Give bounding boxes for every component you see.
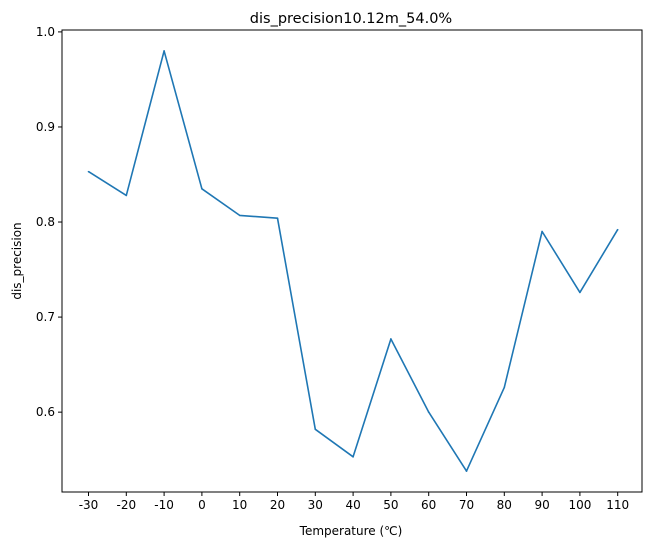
series-layer [87, 50, 619, 472]
x-tick-label: 80 [497, 498, 512, 512]
data-point [314, 428, 317, 431]
x-tick-label: 20 [270, 498, 285, 512]
data-point [465, 470, 468, 472]
data-point [541, 230, 543, 233]
x-tick-label: -30 [79, 498, 99, 512]
y-tick-label: 0.9 [36, 120, 55, 134]
x-tick-label: 10 [232, 498, 247, 512]
y-tick-label: 0.8 [36, 215, 55, 229]
x-tick-label: 110 [606, 498, 629, 512]
x-tick-label: 90 [534, 498, 549, 512]
data-point [616, 228, 619, 231]
x-tick-label: 100 [568, 498, 591, 512]
chart-title: dis_precision10.12m_54.0% [250, 11, 452, 27]
x-tick-label: 70 [459, 498, 474, 512]
plot-frame [61, 29, 643, 493]
series-line [88, 50, 619, 472]
x-tick-label: 50 [383, 498, 398, 512]
data-point [238, 214, 241, 217]
x-axis-ticks: -30 -20 -10 0 10 20 30 40 50 60 70 80 90 100 110 [79, 492, 629, 512]
data-point [427, 411, 430, 413]
data-point [390, 338, 392, 340]
data-point [503, 386, 506, 389]
y-tick-label: 0.7 [36, 310, 55, 324]
x-axis-label: Temperature (℃) [299, 524, 403, 538]
y-axis-label: dis_precision [10, 222, 24, 299]
data-point [125, 194, 128, 197]
x-tick-label: 0 [198, 498, 206, 512]
y-tick-label: 1.0 [36, 25, 55, 39]
data-point [201, 187, 203, 190]
y-tick-label: 0.6 [36, 405, 55, 419]
x-tick-label: 30 [308, 498, 323, 512]
x-tick-label: 40 [345, 498, 360, 512]
x-tick-label: -10 [154, 498, 174, 512]
data-point [579, 291, 581, 294]
data-point [163, 50, 165, 52]
x-tick-label: -20 [116, 498, 136, 512]
data-point [352, 456, 354, 458]
y-axis-ticks: 0.6 0.7 0.8 0.9 1.0 [36, 25, 62, 419]
data-point [276, 217, 279, 220]
x-tick-label: 60 [421, 498, 436, 512]
data-point [87, 170, 90, 173]
